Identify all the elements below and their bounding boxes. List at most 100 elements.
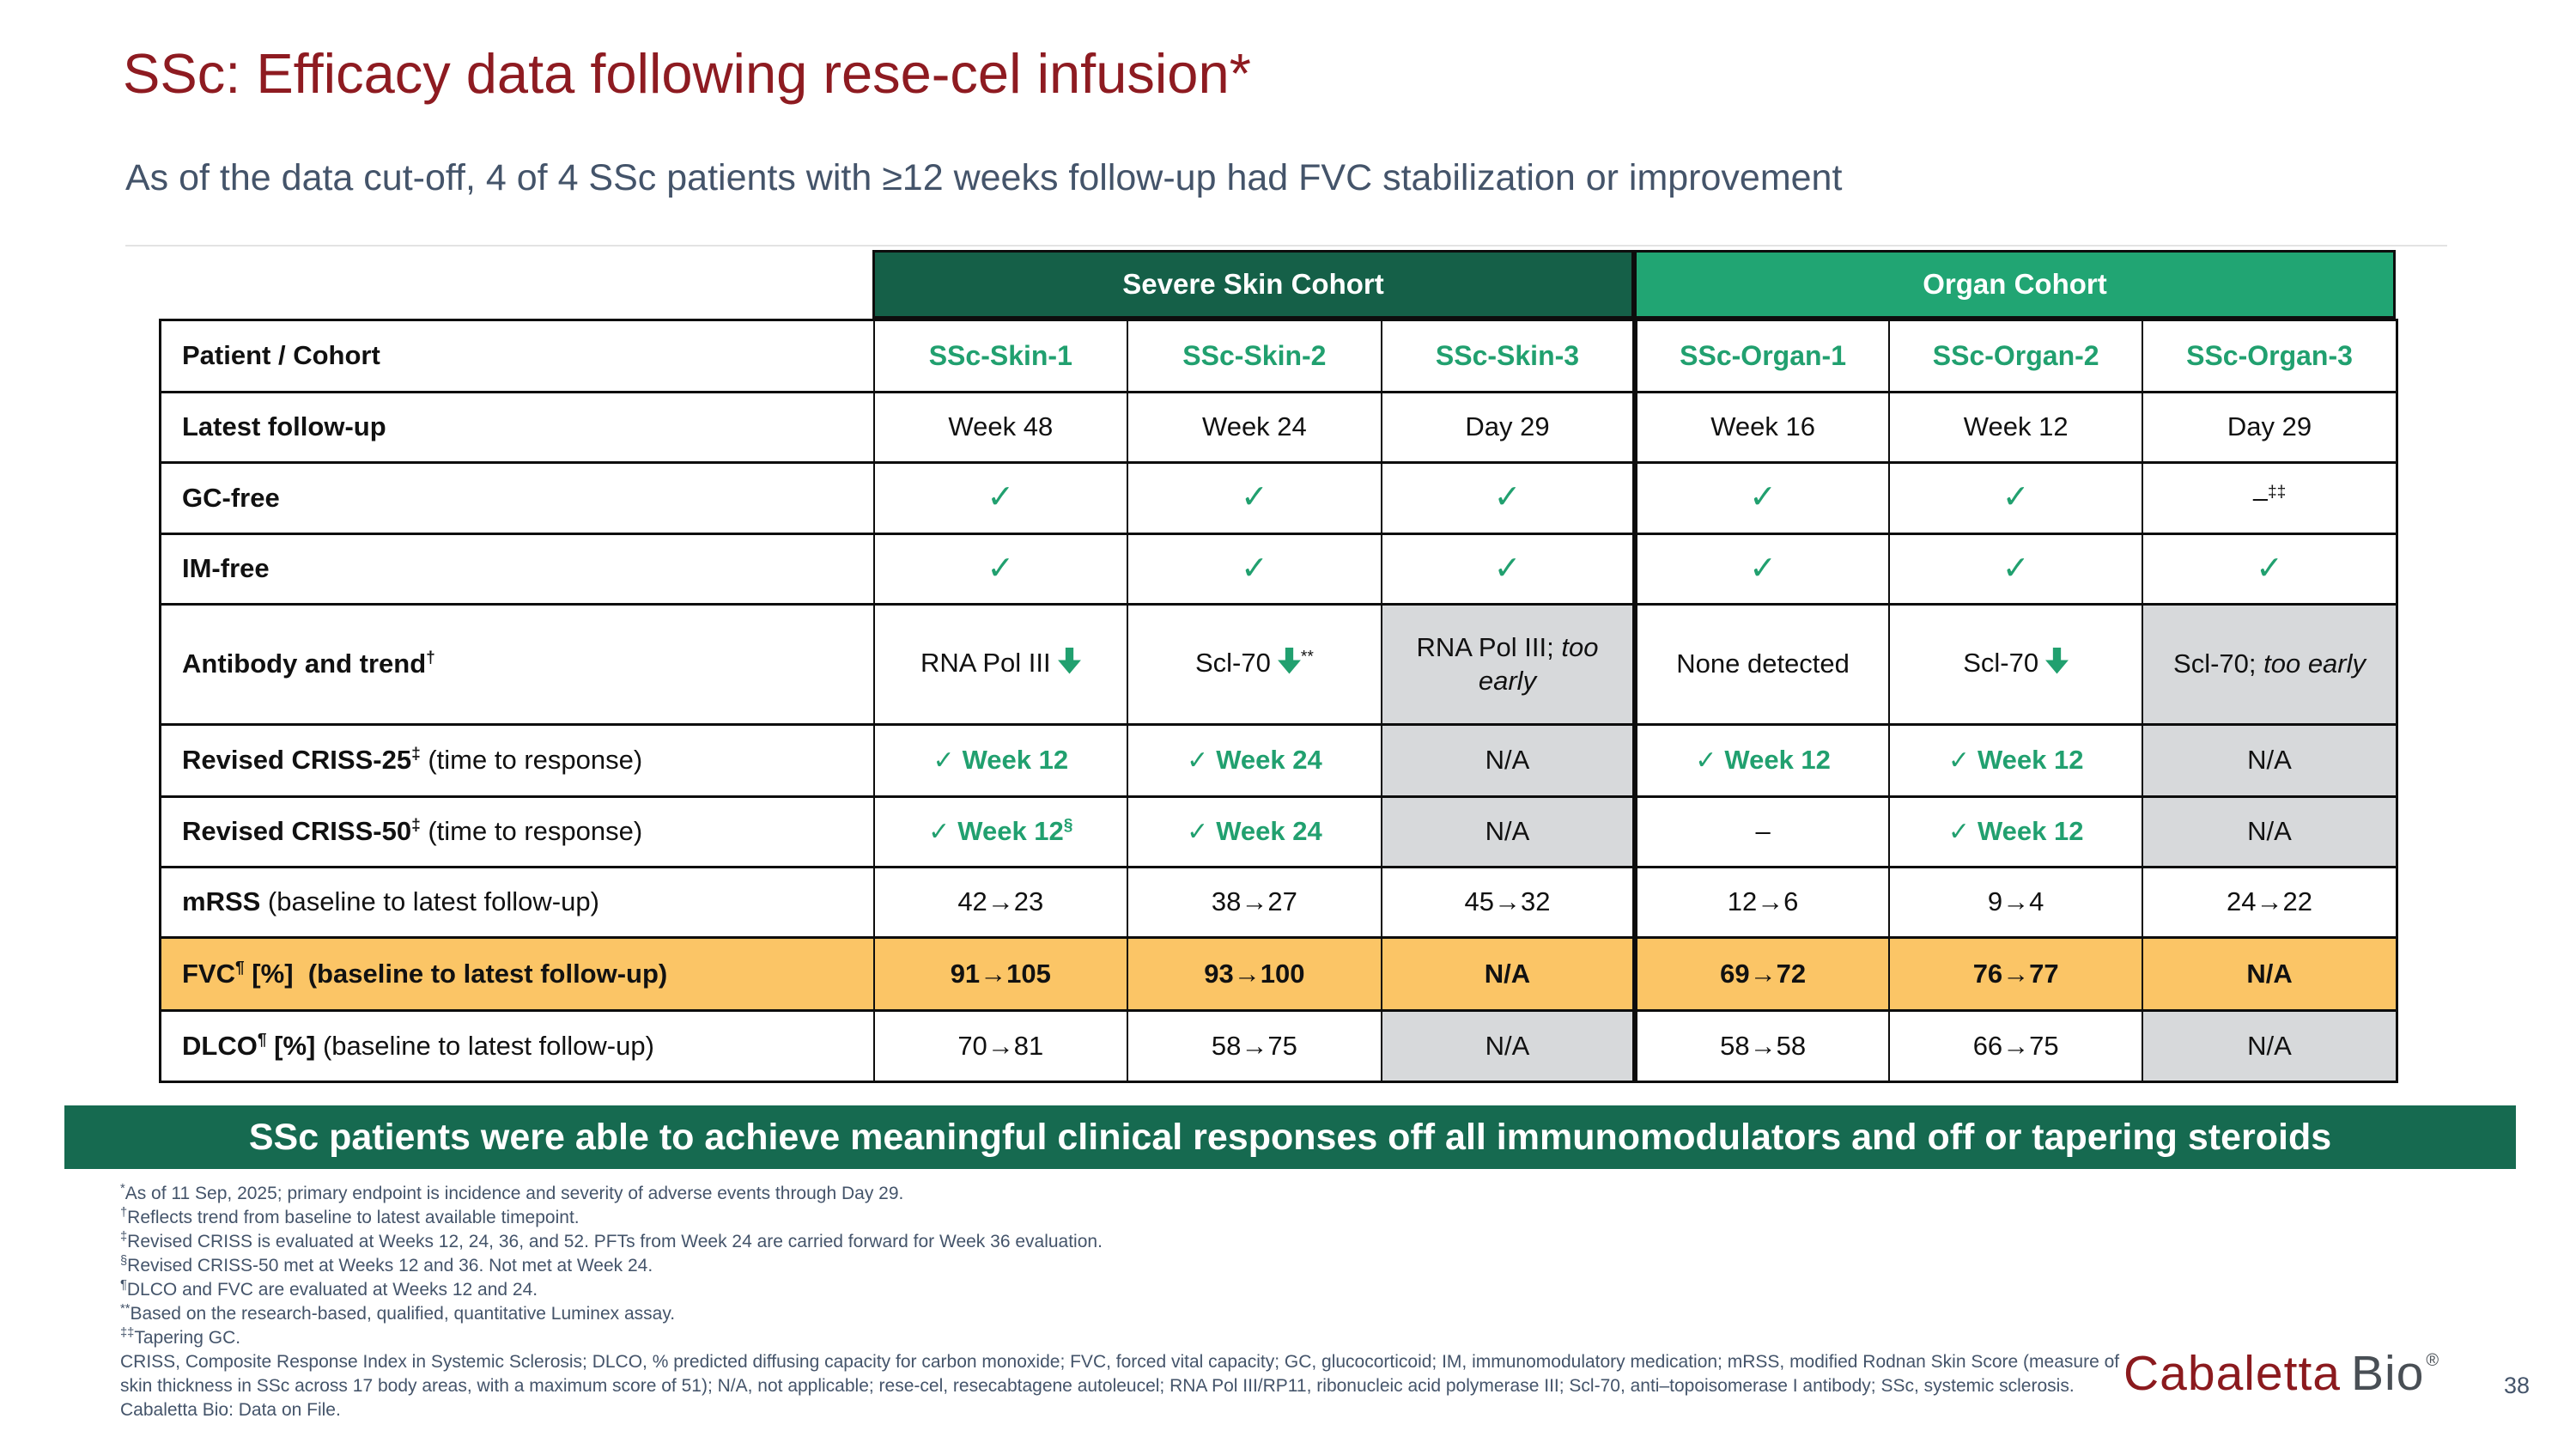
data-cell: Scl-70 ** bbox=[1127, 603, 1382, 726]
trend-down-arrow-icon bbox=[2045, 647, 2069, 683]
footnote: †Reflects trend from baseline to latest … bbox=[120, 1206, 580, 1227]
footnote: Cabaletta Bio: Data on File. bbox=[120, 1400, 341, 1420]
data-cell: RNA Pol III bbox=[872, 603, 1129, 726]
checkmark-icon: ✓ bbox=[1749, 479, 1777, 516]
table-row: Antibody and trend† RNA Pol III Scl-70 ** RN… bbox=[159, 603, 2398, 726]
data-cell: ✓ bbox=[1127, 461, 1382, 535]
data-cell: Week 24 bbox=[1127, 391, 1382, 464]
data-cell: ✓ Week 12 bbox=[872, 723, 1129, 798]
table-row: IM-free ✓ ✓ ✓ ✓ ✓ ✓ bbox=[159, 533, 2398, 606]
table-row: Patient / Cohort SSc-Skin-1 SSc-Skin-2 SSc-… bbox=[159, 319, 2398, 393]
data-cell: N/A bbox=[1380, 795, 1637, 868]
row-label: IM-free bbox=[159, 533, 875, 606]
data-cell: 66→75 bbox=[1887, 1009, 2144, 1083]
footnote: ¶DLCO and FVC are evaluated at Weeks 12 … bbox=[120, 1278, 538, 1300]
table-row: mRSS (baseline to latest follow-up) 42→23… bbox=[159, 866, 2398, 939]
row-label: GC-free bbox=[159, 461, 875, 535]
row-label: Revised CRISS-25‡ (time to response) bbox=[159, 723, 875, 798]
data-cell: N/A bbox=[1380, 936, 1637, 1012]
data-cell: Week 48 bbox=[872, 391, 1129, 464]
data-cell: – bbox=[1632, 795, 1890, 868]
checkmark-icon: ✓ bbox=[1187, 818, 1209, 847]
checkmark-icon: ✓ bbox=[2002, 550, 2030, 587]
trend-down-arrow-icon bbox=[1277, 647, 1301, 683]
checkmark-icon: ✓ bbox=[1947, 818, 1970, 847]
checkmark-icon: ✓ bbox=[2002, 479, 2030, 516]
data-cell: ✓ bbox=[872, 533, 1129, 606]
data-cell: Week 16 bbox=[1632, 391, 1890, 464]
data-cell: 69→72 bbox=[1632, 936, 1890, 1012]
data-cell: 58→58 bbox=[1632, 1009, 1890, 1083]
footnote: CRISS, Composite Response Index in Syste… bbox=[120, 1352, 2120, 1396]
data-cell: 9→4 bbox=[1887, 866, 2144, 939]
data-cell: N/A bbox=[1380, 723, 1637, 798]
table-row: Revised CRISS-25‡ (time to response) ✓ Wee… bbox=[159, 723, 2398, 798]
page-title: SSc: Efficacy data following rese-cel in… bbox=[123, 42, 1251, 105]
checkmark-icon: ✓ bbox=[1749, 550, 1777, 587]
data-cell: ✓ bbox=[872, 461, 1129, 535]
row-label: FVC¶ [%] (baseline to latest follow-up) bbox=[159, 936, 875, 1012]
data-cell: 76→77 bbox=[1887, 936, 2144, 1012]
checkmark-icon: ✓ bbox=[1187, 746, 1209, 776]
column-header-SSc-Skin-2: SSc-Skin-2 bbox=[1127, 319, 1382, 393]
data-cell: 38→27 bbox=[1127, 866, 1382, 939]
data-cell: ✓ bbox=[1127, 533, 1382, 606]
checkmark-icon: ✓ bbox=[928, 818, 951, 847]
checkmark-icon: ✓ bbox=[1493, 550, 1522, 587]
data-cell: ✓ bbox=[1380, 533, 1637, 606]
data-cell: 45→32 bbox=[1380, 866, 1637, 939]
page-number: 38 bbox=[2504, 1373, 2530, 1398]
data-cell: 24→22 bbox=[2142, 866, 2398, 939]
data-cell: N/A bbox=[2142, 1009, 2398, 1083]
slide-subtitle: As of the data cut-off, 4 of 4 SSc patie… bbox=[125, 157, 1843, 198]
key-takeaway-banner: SSc patients were able to achieve meanin… bbox=[64, 1105, 2516, 1169]
row-label: DLCO¶ [%] (baseline to latest follow-up) bbox=[159, 1009, 875, 1083]
data-cell: Scl-70 bbox=[1887, 603, 2144, 726]
footnote: ‡Revised CRISS is evaluated at Weeks 12,… bbox=[120, 1230, 1103, 1251]
row-label: Revised CRISS-50‡ (time to response) bbox=[159, 795, 875, 868]
data-cell: N/A bbox=[2142, 723, 2398, 798]
data-cell: ✓ Week 24 bbox=[1127, 795, 1382, 868]
data-cell: –‡‡ bbox=[2142, 461, 2398, 535]
data-cell: 42→23 bbox=[872, 866, 1129, 939]
row-label: Latest follow-up bbox=[159, 391, 875, 464]
table-row: FVC¶ [%] (baseline to latest follow-up) 9… bbox=[159, 936, 2398, 1012]
logo-brand: Cabaletta bbox=[2123, 1346, 2342, 1401]
table-row: GC-free ✓ ✓ ✓ ✓ ✓ –‡‡ bbox=[159, 461, 2398, 535]
logo-suffix: Bio bbox=[2351, 1346, 2425, 1401]
checkmark-icon: ✓ bbox=[2256, 550, 2283, 587]
data-cell: 70→81 bbox=[872, 1009, 1129, 1083]
severe-skin-cohort-header: Severe Skin Cohort bbox=[872, 250, 1634, 319]
registered-mark: ® bbox=[2426, 1351, 2440, 1370]
data-cell: Scl-70; too early bbox=[2142, 603, 2398, 726]
table-row: Latest follow-up Week 48 Week 24 Day 29 Week… bbox=[159, 391, 2398, 464]
checkmark-icon: ✓ bbox=[1493, 479, 1522, 516]
data-cell: ✓ Week 24 bbox=[1127, 723, 1382, 798]
checkmark-icon: ✓ bbox=[1695, 746, 1717, 776]
data-cell: ✓ bbox=[1380, 461, 1637, 535]
footnote: §Revised CRISS-50 met at Weeks 12 and 36… bbox=[120, 1254, 653, 1275]
data-cell: ✓ Week 12§ bbox=[872, 795, 1129, 868]
data-cell: ✓ Week 12 bbox=[1887, 723, 2144, 798]
column-header-SSc-Organ-1: SSc-Organ-1 bbox=[1632, 319, 1890, 393]
data-cell: ✓ bbox=[1887, 461, 2144, 535]
data-cell: 12→6 bbox=[1632, 866, 1890, 939]
subtitle-divider bbox=[125, 245, 2447, 247]
column-header-SSc-Skin-1: SSc-Skin-1 bbox=[872, 319, 1129, 393]
table-row: Revised CRISS-50‡ (time to response) ✓ Wee… bbox=[159, 795, 2398, 868]
checkmark-icon: ✓ bbox=[933, 746, 955, 776]
cabaletta-bio-logo: Cabaletta Bio ® bbox=[2123, 1345, 2439, 1402]
footnote: *As of 11 Sep, 2025; primary endpoint is… bbox=[120, 1182, 904, 1203]
trend-down-arrow-icon bbox=[1057, 647, 1081, 683]
data-cell: N/A bbox=[2142, 936, 2398, 1012]
column-header-SSc-Skin-3: SSc-Skin-3 bbox=[1380, 319, 1637, 393]
data-cell: Day 29 bbox=[1380, 391, 1637, 464]
row-label: mRSS (baseline to latest follow-up) bbox=[159, 866, 875, 939]
data-cell: RNA Pol III; too early bbox=[1380, 603, 1637, 726]
footnotes: *As of 11 Sep, 2025; primary endpoint is… bbox=[120, 1182, 2134, 1422]
column-header-SSc-Organ-3: SSc-Organ-3 bbox=[2142, 319, 2398, 393]
row-label: Patient / Cohort bbox=[159, 319, 875, 393]
checkmark-icon: ✓ bbox=[987, 479, 1015, 516]
data-cell: 91→105 bbox=[872, 936, 1129, 1012]
efficacy-table: Patient / Cohort SSc-Skin-1 SSc-Skin-2 SSc-… bbox=[159, 319, 2398, 1083]
